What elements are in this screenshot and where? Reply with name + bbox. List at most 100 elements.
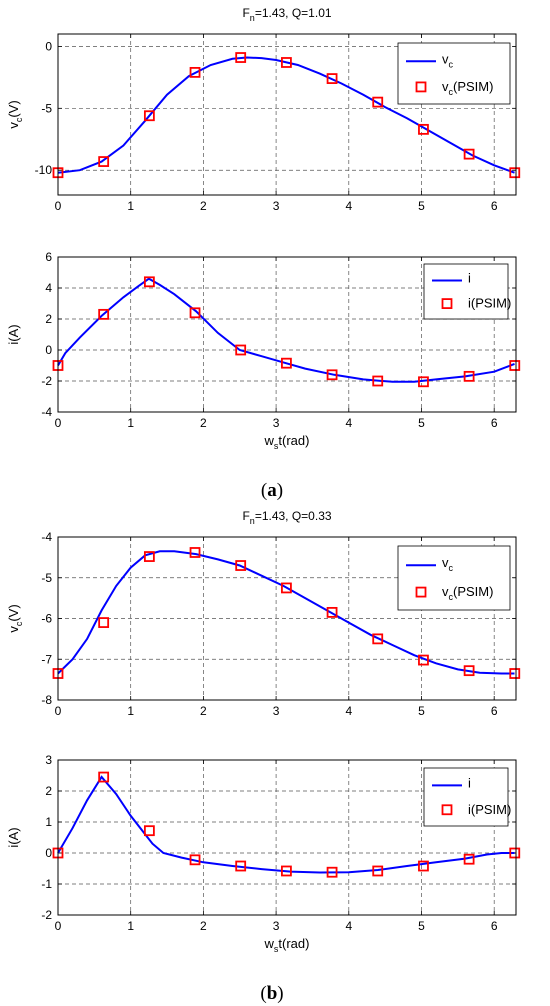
- y-tick-label: 6: [45, 250, 52, 264]
- legend-entry-line: vc: [442, 555, 454, 573]
- y-axis-label: i(A): [6, 827, 21, 847]
- legend-box: [423, 263, 509, 320]
- series-line: [57, 550, 515, 675]
- plot-b-bottom: 0 1 2 3 4 5 6 3 2 1 0 -1 -2 i(A) wst(rad) i i(PSIM): [6, 753, 521, 954]
- series-marker: [509, 167, 521, 179]
- x-tick-label: 5: [418, 416, 425, 430]
- plot-a-top: 0 1 2 3 4 5 6 0 -5 -10 Fn=1.43, Q=1.01 vc(V) vc vc(PS…: [6, 6, 521, 213]
- y-tick-label: -8: [41, 693, 52, 707]
- legend: vc vc(PSIM): [397, 42, 511, 105]
- series-marker: [235, 860, 247, 872]
- series-marker: [372, 633, 384, 645]
- x-tick-label: 2: [200, 416, 207, 430]
- x-tick-label: 1: [127, 416, 134, 430]
- caption-b-letter: b: [267, 983, 278, 1004]
- caption-a-letter: a: [267, 480, 277, 501]
- y-tick-label: 4: [45, 281, 52, 295]
- series-marker: [143, 551, 155, 562]
- x-tick-label: 3: [273, 416, 280, 430]
- y-tick-label: -5: [41, 101, 52, 115]
- series-marker: [281, 57, 292, 68]
- x-tick-label: 6: [491, 416, 498, 430]
- legend-entry-marker: i(PSIM): [468, 296, 511, 311]
- y-axis-label: i(A): [6, 324, 21, 344]
- y-tick-label: 1: [45, 815, 52, 829]
- x-tick-label: 4: [345, 919, 352, 933]
- y-axis-label: vc(V): [6, 604, 24, 632]
- chart-title: Fn=1.43, Q=0.33: [242, 509, 331, 526]
- x-tick-label: 3: [273, 919, 280, 933]
- y-tick-label: -2: [41, 908, 52, 922]
- series-marker: [189, 66, 201, 78]
- y-tick-label: -10: [35, 163, 53, 177]
- series-marker: [326, 73, 338, 84]
- series-line: [57, 277, 515, 383]
- y-tick-label: -4: [41, 530, 52, 544]
- legend-marker-swatch: [441, 298, 453, 310]
- plot-frame: [57, 759, 517, 916]
- y-tick-label: 0: [45, 846, 52, 860]
- series-marker: [281, 582, 292, 594]
- legend-entry-line: vc: [442, 51, 454, 69]
- series-marker: [463, 370, 475, 382]
- series-marker: [143, 110, 155, 122]
- legend-entry-line: i: [468, 271, 471, 286]
- y-axis-label: vc(V): [6, 100, 24, 128]
- y-tick-label: -1: [41, 877, 52, 891]
- x-axis-label: wst(rad): [264, 936, 310, 954]
- x-tick-label: 5: [418, 704, 425, 718]
- series-marker: [463, 148, 475, 160]
- series-marker: [235, 52, 247, 63]
- series-marker: [463, 665, 475, 677]
- series-marker: [98, 617, 110, 628]
- legend-box: [397, 545, 511, 611]
- series-marker: [189, 307, 201, 319]
- legend: i i(PSIM): [423, 263, 511, 320]
- y-tick-label: 2: [45, 312, 52, 326]
- plot-frame: [57, 536, 517, 701]
- x-tick-label: 3: [273, 704, 280, 718]
- series-marker: [418, 376, 429, 388]
- legend-marker-swatch: [441, 804, 453, 816]
- series-line: [57, 56, 515, 174]
- series-marker: [281, 357, 292, 369]
- legend-box: [397, 42, 511, 105]
- series-marker: [509, 847, 521, 859]
- x-tick-label: 6: [491, 199, 498, 213]
- series-marker: [235, 344, 247, 356]
- legend-entry-marker: vc(PSIM): [442, 584, 493, 602]
- x-tick-label: 1: [127, 199, 134, 213]
- series-marker: [372, 375, 384, 387]
- series-marker: [98, 771, 110, 783]
- legend-entry-marker: vc(PSIM): [442, 79, 493, 97]
- x-tick-label: 0: [55, 919, 62, 933]
- series-marker: [281, 865, 292, 877]
- chart-title: Fn=1.43, Q=1.01: [242, 6, 331, 23]
- plot-frame: [57, 256, 517, 413]
- x-tick-label: 5: [418, 199, 425, 213]
- caption-b: (b): [260, 983, 283, 1004]
- legend: i i(PSIM): [423, 767, 511, 827]
- series-marker: [189, 854, 201, 866]
- y-tick-label: -4: [41, 405, 52, 419]
- series-marker: [326, 866, 338, 878]
- series-marker: [189, 547, 201, 558]
- x-tick-label: 0: [55, 416, 62, 430]
- legend-marker-swatch: [415, 586, 427, 598]
- series-marker: [372, 865, 384, 877]
- series-marker: [418, 654, 429, 666]
- x-tick-label: 4: [345, 704, 352, 718]
- plot-a-bottom: 0 1 2 3 4 5 6 6 4 2 0 -2 -4 i(A) wst(rad) i i(PSIM): [6, 250, 521, 451]
- series-marker: [372, 96, 384, 108]
- y-tick-label: 0: [45, 39, 52, 53]
- x-tick-label: 6: [491, 704, 498, 718]
- x-tick-label: 4: [345, 416, 352, 430]
- y-tick-label: 3: [45, 753, 52, 767]
- series-marker: [509, 360, 521, 371]
- y-tick-label: -2: [41, 374, 52, 388]
- legend-entry-line: i: [468, 775, 471, 790]
- series-line: [57, 775, 515, 874]
- series-marker: [509, 668, 521, 679]
- x-tick-label: 0: [55, 704, 62, 718]
